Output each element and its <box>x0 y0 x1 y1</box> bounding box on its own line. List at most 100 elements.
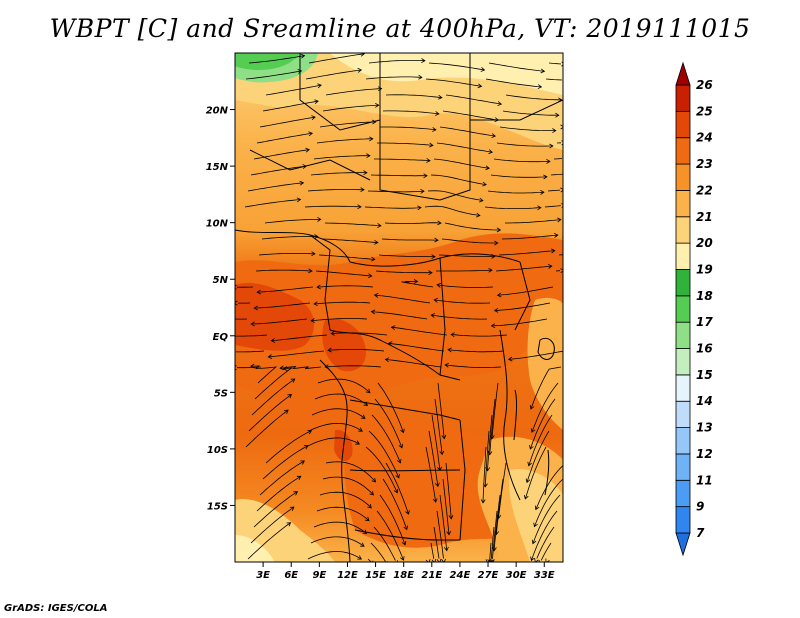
streamline <box>268 350 325 358</box>
streamline-arrow <box>529 405 535 410</box>
streamline <box>530 366 562 410</box>
streamline <box>325 88 382 96</box>
streamline <box>495 478 504 535</box>
streamline-arrow <box>311 115 316 121</box>
streamline-arrow <box>438 94 443 100</box>
streamline-arrow <box>374 239 379 245</box>
streamline <box>374 398 403 448</box>
streamline <box>319 121 376 128</box>
streamline <box>424 205 480 216</box>
streamline <box>497 286 554 296</box>
streamline <box>324 222 381 227</box>
lon-tick-label: 6E <box>284 570 298 581</box>
streamline-arrow <box>303 445 309 450</box>
streamline <box>427 190 483 201</box>
streamline <box>428 62 485 71</box>
streamline-arrow <box>372 119 377 125</box>
streamline <box>451 334 508 337</box>
streamline-arrow <box>256 289 261 295</box>
streamline <box>508 350 563 360</box>
streamline-arrow <box>565 221 569 225</box>
streamline <box>498 462 507 519</box>
streamline-arrow <box>293 491 299 496</box>
streamline-arrow <box>371 477 377 483</box>
streamline-arrow <box>250 363 255 369</box>
colorbar-bottom-triangle <box>675 532 691 557</box>
streamline <box>437 382 445 439</box>
streamline <box>328 349 385 352</box>
streamline-arrow <box>305 147 310 153</box>
streamline <box>431 314 488 320</box>
streamline <box>251 378 296 416</box>
streamline-arrow <box>299 180 305 186</box>
colorbar-label: 21 <box>696 210 713 224</box>
streamline-arrow <box>405 510 410 515</box>
streamline <box>493 158 550 163</box>
streamline <box>529 398 556 450</box>
border-13 <box>299 53 381 131</box>
streamline <box>485 78 542 88</box>
streamline-arrow <box>371 256 376 262</box>
streamline <box>262 445 309 480</box>
streamline-arrow <box>531 539 537 545</box>
border-1 <box>235 229 351 263</box>
lat-tick-label: 5S <box>214 388 228 399</box>
streamline-arrow <box>441 434 447 440</box>
streamline-arrow <box>235 300 238 306</box>
grads-credit: GrADS: IGES/COLA <box>4 603 108 614</box>
streamline-arrow <box>423 173 428 179</box>
border-9 <box>349 469 461 472</box>
streamline-arrow <box>369 136 374 142</box>
streamline <box>305 437 360 448</box>
streamline-arrow <box>494 117 500 122</box>
streamline-arrow <box>434 237 439 243</box>
streamline <box>371 311 428 320</box>
streamline-arrow <box>491 546 497 552</box>
streamline <box>314 393 368 406</box>
streamline-arrow <box>482 181 487 187</box>
streamline-arrow <box>537 84 543 90</box>
streamline <box>315 270 372 277</box>
streamline <box>501 234 558 240</box>
streamline-arrow <box>488 149 493 155</box>
streamline <box>313 155 370 160</box>
streamline-arrow <box>400 428 405 434</box>
streamline-arrow <box>485 559 491 562</box>
streamline-arrow <box>393 488 399 494</box>
streamline-arrow <box>447 347 452 353</box>
streamline <box>494 302 551 311</box>
streamline <box>256 475 302 512</box>
streamline <box>495 265 552 272</box>
streamline <box>261 236 318 240</box>
lon-tick-label: 12E <box>337 570 358 581</box>
streamline <box>325 461 376 483</box>
streamline-arrow <box>387 341 393 347</box>
streamline <box>317 285 374 288</box>
lat-tick-label: 15N <box>206 162 229 173</box>
streamline-arrow <box>555 112 560 118</box>
streamline <box>445 94 502 105</box>
colorbar-label: 12 <box>696 447 713 461</box>
streamline <box>488 62 545 72</box>
streamline-arrow <box>360 414 366 419</box>
streamline-arrow <box>373 293 379 298</box>
colorbar-label: 9 <box>696 500 704 514</box>
colorbar-label: 13 <box>696 421 713 435</box>
streamline <box>373 526 396 561</box>
streamline-arrow <box>368 273 373 279</box>
border-8 <box>459 419 466 541</box>
border-15 <box>470 99 563 121</box>
streamline-arrow <box>430 313 436 318</box>
colorbar: 7 9 11 12 13 14 15 16 17 18 19 20 21 22 23 24 25 26 <box>675 61 713 557</box>
streamline-arrow <box>537 205 542 211</box>
streamline-arrow <box>540 68 546 74</box>
streamline-arrow <box>436 282 441 288</box>
streamline <box>364 206 422 209</box>
streamline-arrow <box>543 174 548 180</box>
streamline-arrow <box>324 364 329 370</box>
streamline <box>491 382 499 439</box>
streamline <box>319 491 372 509</box>
colorbar-label: 25 <box>696 104 713 118</box>
colorbar-label: 7 <box>696 526 705 540</box>
